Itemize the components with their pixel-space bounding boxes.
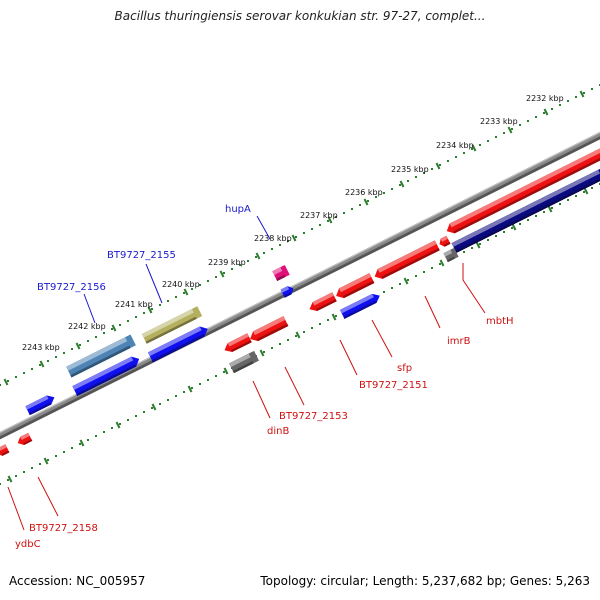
scale-tick [223,367,229,375]
gene-label: imrB [447,336,471,347]
leader-BT9727_2155 [145,263,163,304]
gene-red-left1 [17,432,33,445]
leader-ydbC [7,486,25,531]
scale-tick [295,331,301,339]
scale-label: 2236 kbp [345,188,383,197]
gene-label: BT9727_2151 [359,380,428,391]
scale-tick [475,241,481,249]
page-title: Bacillus thuringiensis serovar konkukian… [114,9,486,23]
gene-gray-dinB [229,350,259,374]
gene-label: sfp [397,363,412,374]
gene-blue-small [280,286,294,298]
scale-tick [187,385,193,393]
scale-label: 2242 kbp [68,322,106,331]
gene-label: hupA [225,204,251,215]
gene-labels: hupA BT9727_2155 BT9727_2156 mbtH imrB sfp BT9… [15,204,514,550]
gene-BT9727_2155 [141,306,203,344]
scale-tick [507,126,513,134]
gene-sfp [339,293,380,319]
scale-tick [331,313,337,321]
scale-tick [435,162,441,170]
scale-tick [219,270,225,278]
scale-tick [583,187,589,195]
scale-tick [439,259,445,267]
gene-navy-long [451,167,600,253]
leader-mbtH [462,263,486,314]
gene-label: BT9727_2158 [29,523,98,534]
scale-tick [363,198,369,206]
gene-red-mid [309,292,337,312]
scale-labels: 2232 kbp 2233 kbp 2234 kbp 2235 kbp 2236 kbp… [22,94,564,352]
scale-tick [75,342,81,350]
scale-tick [7,475,13,483]
scale-label: 2237 kbp [300,211,338,220]
scale-tick [115,421,121,429]
scale-tick [255,252,261,260]
scale-tick [471,144,477,152]
gene-blue-2155 [147,326,208,363]
gene-dinB [224,333,252,353]
scale-tick [79,439,85,447]
scale-tick [111,324,117,332]
scale-tick [579,90,585,98]
leader-BT9727_2158 [37,476,59,517]
gene-label: BT9727_2156 [37,282,106,293]
gene-red-tiny [439,235,451,247]
gene-gray-small [443,247,459,263]
scale-label: 2232 kbp [526,94,564,103]
scale-tick [543,108,549,116]
gene-label: mbtH [486,316,514,327]
scale-label: 2239 kbp [208,258,246,267]
scale-dots [0,84,600,485]
scale-tick [327,216,333,224]
leader-BT9727_2151 [339,339,358,376]
gene-BT9727_2153 [250,316,289,342]
scale-tick [151,403,157,411]
gene-label: BT9727_2153 [279,411,348,422]
gene-blue-2156 [72,356,140,397]
label-leaders [7,215,486,531]
scale-label: 2235 kbp [391,165,429,174]
scale-tick [259,349,265,357]
gene-label: BT9727_2155 [107,250,176,261]
gene-blue-left [25,395,55,416]
gene-BT9727_2151 [336,273,375,299]
gene-red-left2 [0,444,10,456]
scale-tick [183,288,189,296]
leader-imrB [424,295,441,329]
gene-label: ydbC [15,539,41,550]
gene-label: dinB [267,426,289,437]
lower-scale-line [0,183,600,485]
accession-text: Accession: NC_005957 [9,574,146,588]
scale-tick [399,180,405,188]
scale-tick [291,234,297,242]
leader-hupA [256,215,271,240]
scale-label: 2243 kbp [22,343,60,352]
gene-BT9727_2156 [66,334,136,378]
upper-scale-line [0,84,600,386]
scale-tick [43,457,49,465]
leader-sfp [371,319,393,358]
gene-mbtH-region [446,147,600,234]
scale-label: 2241 kbp [115,300,153,309]
scale-label: 2238 kbp [254,234,292,243]
scale-label: 2233 kbp [480,117,518,126]
leader-dinB [252,380,271,419]
gene-hupA [272,264,290,282]
leader-BT9727_2153 [284,366,305,406]
leader-BT9727_2156 [83,293,96,324]
scale-tick [39,360,45,368]
scale-tick [403,277,409,285]
scale-tick [147,306,153,314]
scale-tick [511,223,517,231]
scale-label: 2234 kbp [436,141,474,150]
scale-label: 2240 kbp [162,280,200,289]
gene-features [0,147,600,456]
gene-imrB [374,240,440,279]
scale-tick [547,205,553,213]
scale-tick [3,378,9,386]
topology-stats-text: Topology: circular; Length: 5,237,682 bp… [260,574,590,588]
